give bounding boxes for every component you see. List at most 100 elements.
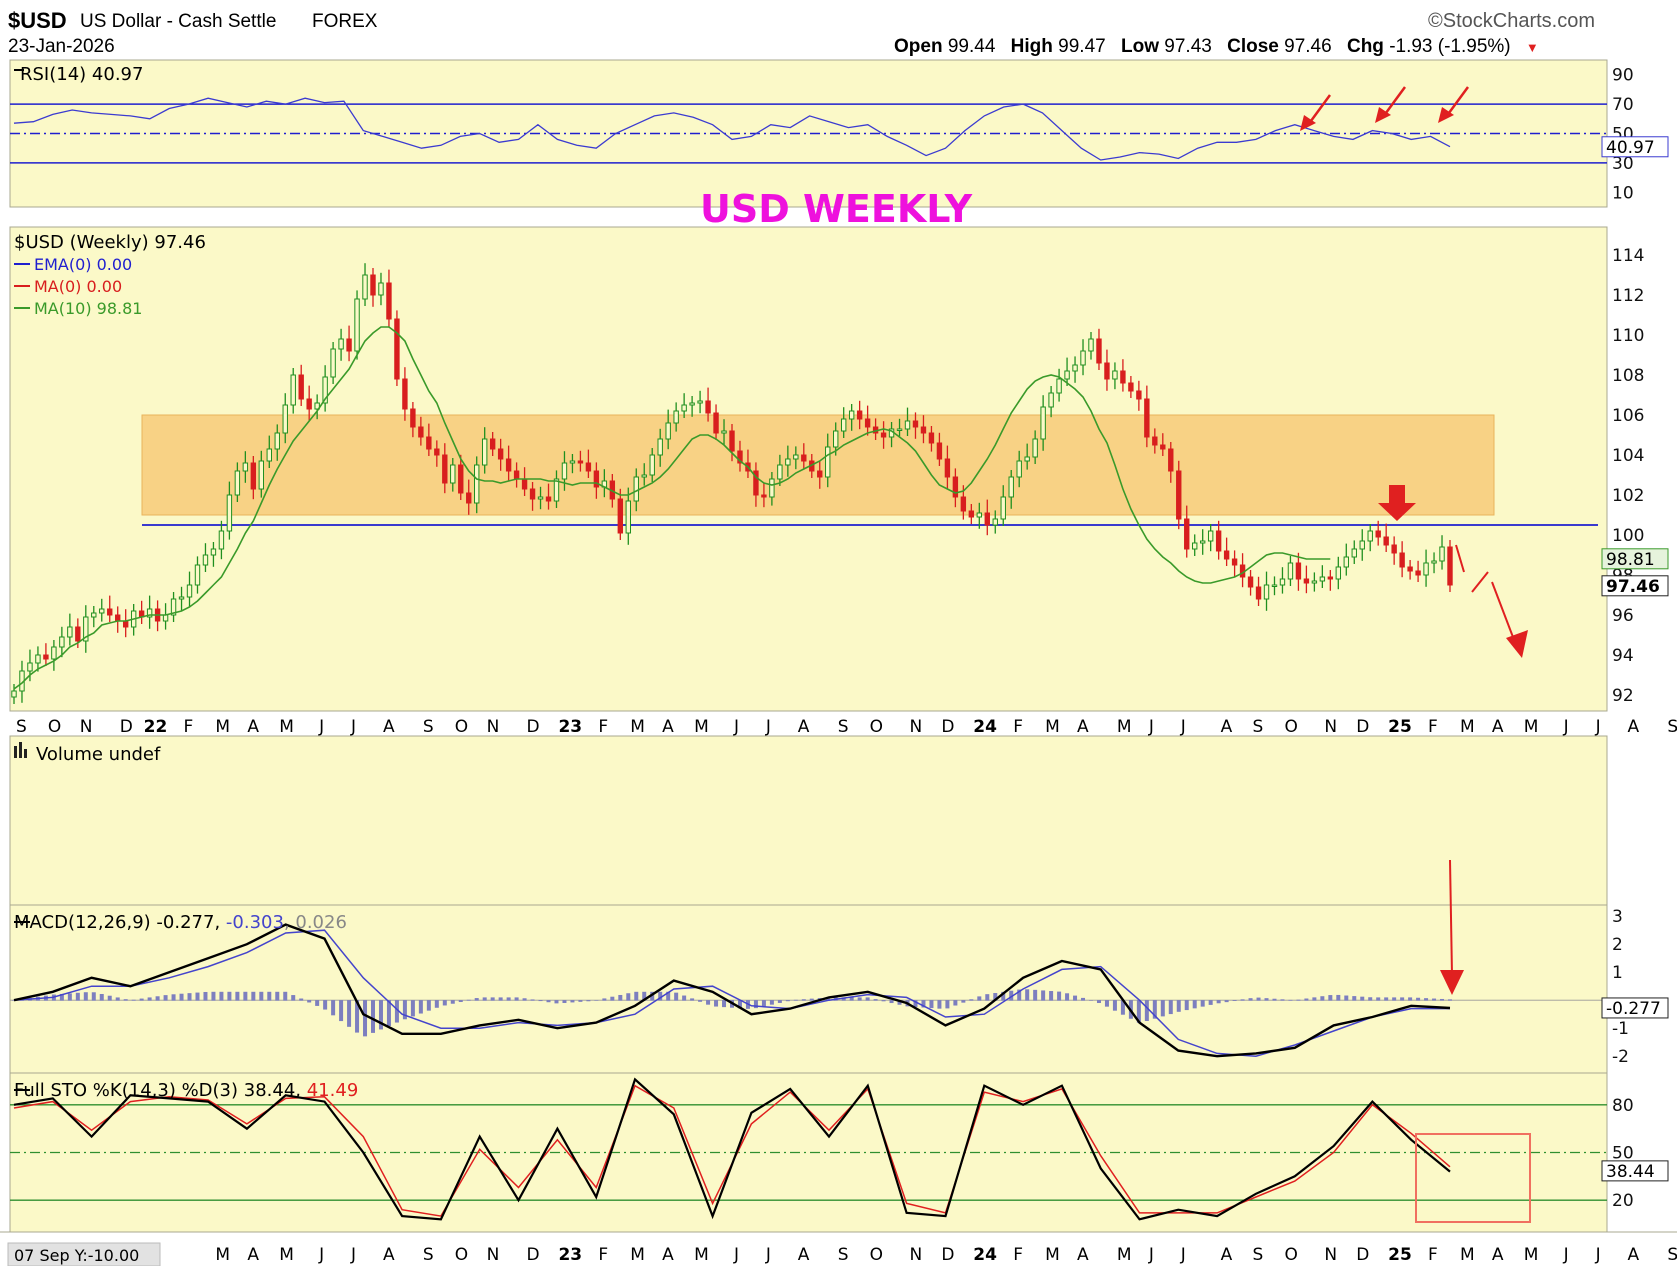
macd-histogram [12,989,1452,1037]
candle-body [928,432,935,444]
candles [11,263,1453,704]
candle-body [769,478,775,498]
macd-y-tick: 1 [1612,963,1623,983]
macd-hist-bar [841,997,846,1001]
macd-hist-bar [291,995,296,1001]
candle-body [1367,530,1373,542]
macd-hist-bar [785,1000,790,1002]
price-y-tick: 104 [1612,446,1644,466]
candle-body [1223,550,1230,560]
bottom-x-label: M [279,1245,294,1265]
candle-body [848,410,855,420]
last-price-value: 97.46 [1606,577,1660,597]
x-axis-label: N [1324,717,1337,737]
candle-body [450,464,456,484]
macd-hist-bar [1336,994,1341,1001]
macd-y-tick: -2 [1612,1047,1629,1067]
bottom-x-label: N [1324,1245,1337,1265]
macd-hist-bar [474,998,479,1001]
rsi-last-value: 40.97 [1606,138,1655,158]
candle-body [625,500,631,534]
volume-icon [14,746,17,758]
bottom-x-label: O [455,1245,468,1265]
ohlc-label: High [1010,36,1059,57]
bottom-x-label: 23 [558,1245,582,1265]
rsi-y-tick: 30 [1612,154,1634,174]
candle-body [505,458,512,472]
candle-body [1048,392,1054,408]
legend-entry: EMA(0) 0.00 [34,255,132,274]
legend-entry: MA(0) 0.00 [34,277,122,296]
exchange-label: FOREX [312,11,378,32]
sto-title-part: Full STO %K(14,3) %D(3) 38.44, [14,1080,307,1101]
candle-body [1415,570,1421,576]
macd-hist-bar [865,997,870,1001]
stockcharts-brand: ©StockCharts.com [1428,10,1596,32]
macd-hist-bar [1288,999,1293,1001]
candle-body [250,462,257,490]
ohlc-value: 99.44 [947,36,1001,57]
bottom-x-label: J [1180,1245,1186,1265]
macd-hist-bar [179,993,184,1001]
rsi-line [13,97,1451,161]
candle-body [1207,530,1214,542]
bottom-x-label: A [662,1245,674,1265]
forecast-line-2 [1471,571,1489,593]
candle-body [170,598,177,616]
ohlc-value: 99.47 [1058,36,1111,57]
macd-hist-bar [410,1000,415,1017]
macd-hist-bar [977,996,982,1001]
candle-body [1144,398,1150,438]
macd-hist-bar [1320,996,1325,1001]
macd-hist-bar [889,1000,894,1004]
macd-hist-bar [658,991,663,1001]
bottom-x-label: J [1148,1245,1154,1265]
candle-body [1439,546,1445,562]
macd-hist-bar [985,994,990,1001]
candle-body [992,518,998,526]
macd-hist-bar [761,1000,766,1007]
candle-body [880,432,887,438]
macd-title-part: MACD(12,26,9) -0.277, [14,912,226,933]
x-axis-label: A [798,717,810,737]
macd-last-value-box [1601,997,1669,1019]
bottom-x-label: F [1013,1245,1023,1265]
macd-hist-bar [674,992,679,1001]
macd-hist-bar [546,1000,551,1003]
candle-body [1168,448,1174,472]
candle-body [1431,560,1437,564]
macd-hist-bar [706,1000,711,1005]
volume-icon [19,742,22,758]
rsi-arrow-0 [1306,94,1332,126]
candle-body [274,432,280,450]
candle-body [1359,540,1365,550]
candle-body [107,608,113,616]
price-y-tick: 112 [1612,286,1644,306]
macd-hist-bar [929,1000,934,1009]
macd-hist-bar [1096,1000,1101,1004]
candle-body [737,450,743,464]
candle-body [593,470,600,488]
macd-hist-bar [426,1000,431,1011]
macd-hist-bar [147,997,152,1001]
macd-hist-bar [203,991,208,1001]
ohlc-summary: Open 99.44 High 99.47 Low 97.43 Close 97… [894,36,1539,58]
x-axis-label: A [1492,717,1504,737]
bottom-x-label: J [1563,1245,1569,1265]
last-price-value-box [1601,575,1669,597]
candle-body [681,404,687,412]
candle-body [186,584,193,598]
macd-hist-bar [594,1000,599,1001]
x-axis-label: A [662,717,674,737]
macd-hist-bar [1025,989,1030,1001]
macd-hist-bar [331,1000,336,1016]
volume-icon [24,749,27,758]
macd-hist-bar [913,1000,918,1007]
macd-hist-bar [402,1000,407,1020]
macd-hist-bar [1400,997,1405,1001]
forecast-arrowhead-icon [1506,630,1528,658]
volume-title: Volume undef [36,744,161,765]
macd-hist-bar [1168,1000,1173,1015]
candle-body [912,420,919,428]
